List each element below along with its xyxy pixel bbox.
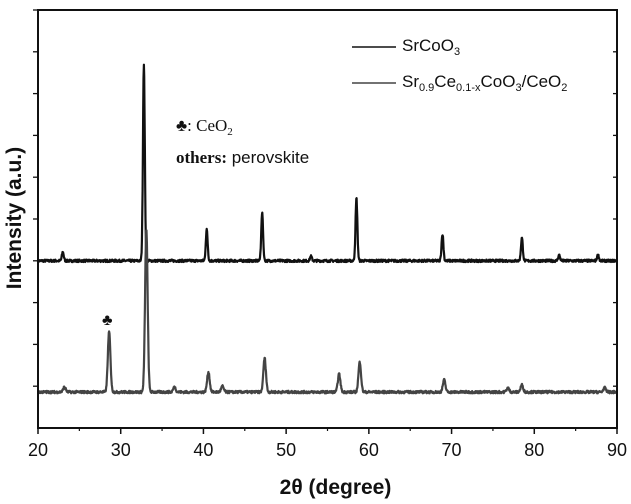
legend-text-part: Sr [402,72,419,91]
x-axis-label: 2θ (degree) [0,476,631,500]
legend-text-sub: 2 [561,82,567,94]
x-tick-label: 90 [597,440,631,461]
legend-label-composite: Sr0.9Ce0.1-xCoO3/CeO2 [402,72,567,94]
annotation-others-text: perovskite [227,148,309,167]
legend-text-part: Ce [434,72,456,91]
x-tick-label: 70 [432,440,472,461]
series-line-1 [38,230,617,393]
annotation-ceo2-text: : CeO [187,116,227,135]
club-symbol-icon: ♣ [176,116,187,135]
x-tick-label: 50 [266,440,306,461]
x-tick-label: 20 [18,440,58,461]
x-tick-label: 30 [101,440,141,461]
legend-text-part: CoO [481,72,516,91]
annotation-others-bold: others: [176,148,227,167]
legend-text-sub: 0.1-x [456,82,480,94]
legend-label-srcoo3: SrCoO3 [402,36,460,58]
peak-marker-ceo2: ♣ [102,312,113,330]
annotation-others: others: perovskite [176,148,309,168]
x-tick-label: 40 [183,440,223,461]
legend-text-part: SrCoO [402,36,454,55]
legend-text-part: /CeO [522,72,562,91]
x-tick-label: 80 [514,440,554,461]
legend-text-sub: 0.9 [419,82,434,94]
legend-text-sub: 3 [454,46,460,58]
annotation-ceo2-sub: 2 [227,126,233,138]
series-line-0 [38,65,617,262]
x-tick-label: 60 [349,440,389,461]
annotation-ceo2: ♣: CeO2 [176,116,233,138]
y-axis-label: Intensity (a.u.) [3,123,27,313]
